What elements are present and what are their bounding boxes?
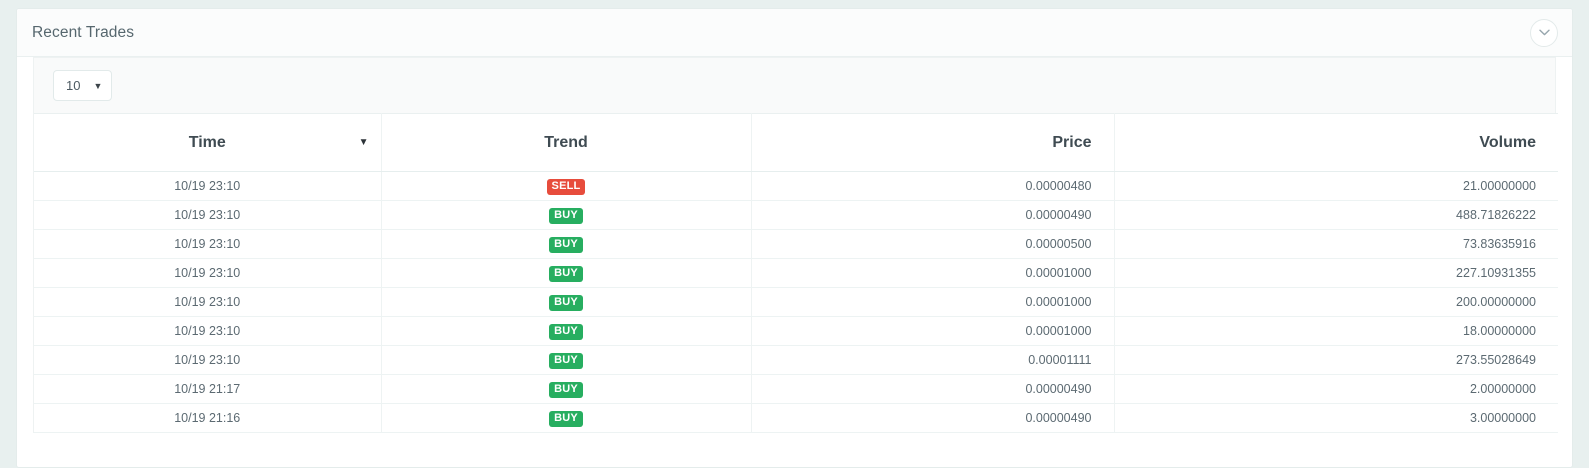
cell-price: 0.00001111 <box>751 345 1115 375</box>
table-row[interactable]: 10/19 23:10 BUY 0.00000490 488.71826222 <box>34 200 1558 230</box>
table-row[interactable]: 10/19 23:10 BUY 0.00001111 273.55028649 <box>34 345 1558 375</box>
cell-price: 0.00000480 <box>751 171 1115 201</box>
cell-trend: BUY <box>381 345 752 375</box>
column-header-volume[interactable]: Volume <box>1114 113 1558 172</box>
cell-trend: BUY <box>381 258 752 288</box>
cell-volume: 18.00000000 <box>1114 316 1558 346</box>
table-body: 10/19 23:10 SELL 0.00000480 21.00000000 10/1… <box>34 171 1558 433</box>
sort-descending-icon: ▼ <box>358 136 369 148</box>
status-badge: BUY <box>549 294 583 311</box>
trades-table-container: Time ▼ Trend Price Volume <box>33 113 1558 433</box>
chevron-down-icon: ▼ <box>93 81 103 91</box>
table-row[interactable]: 10/19 23:10 BUY 0.00001000 18.00000000 <box>34 316 1558 346</box>
cell-price: 0.00000500 <box>751 229 1115 259</box>
table-header: Time ▼ Trend Price Volume <box>34 113 1558 172</box>
cell-time: 10/19 21:16 <box>34 403 382 433</box>
recent-trades-panel: Recent Trades 10 ▼ Time ▼ <box>16 8 1573 468</box>
table-row[interactable]: 10/19 23:10 BUY 0.00001000 227.10931355 <box>34 258 1558 288</box>
status-badge: BUY <box>549 381 583 398</box>
column-header-time-label: Time <box>188 133 226 151</box>
panel-header: Recent Trades <box>17 9 1572 57</box>
cell-price: 0.00001000 <box>751 287 1115 317</box>
cell-time: 10/19 23:10 <box>34 287 382 317</box>
cell-price: 0.00000490 <box>751 200 1115 230</box>
cell-trend: BUY <box>381 403 752 433</box>
cell-volume: 3.00000000 <box>1114 403 1558 433</box>
cell-volume: 73.83635916 <box>1114 229 1558 259</box>
recent-trades-table: Time ▼ Trend Price Volume <box>34 113 1558 433</box>
table-toolbar: 10 ▼ <box>33 57 1556 113</box>
table-header-row: Time ▼ Trend Price Volume <box>34 113 1558 172</box>
collapse-panel-button[interactable] <box>1530 18 1558 47</box>
cell-trend: BUY <box>381 229 752 259</box>
panel-body: 10 ▼ Time ▼ Trend Price <box>17 57 1572 433</box>
column-header-trend-label: Trend <box>544 133 588 151</box>
table-row[interactable]: 10/19 23:10 BUY 0.00000500 73.83635916 <box>34 229 1558 259</box>
cell-trend: BUY <box>381 287 752 317</box>
cell-price: 0.00001000 <box>751 258 1115 288</box>
cell-time: 10/19 23:10 <box>34 316 382 346</box>
page-title: Recent Trades <box>32 23 135 41</box>
cell-trend: BUY <box>381 374 752 404</box>
cell-price: 0.00000490 <box>751 374 1115 404</box>
table-row[interactable]: 10/19 21:17 BUY 0.00000490 2.00000000 <box>34 374 1558 404</box>
column-header-time[interactable]: Time ▼ <box>34 113 382 172</box>
table-row[interactable]: 10/19 21:16 BUY 0.00000490 3.00000000 <box>34 403 1558 433</box>
status-badge: BUY <box>549 207 583 224</box>
status-badge: BUY <box>549 323 583 340</box>
page-length-select[interactable]: 10 ▼ <box>53 70 113 101</box>
cell-volume: 200.00000000 <box>1114 287 1558 317</box>
status-badge: BUY <box>549 352 583 369</box>
status-badge: BUY <box>549 410 583 427</box>
table-row[interactable]: 10/19 23:10 SELL 0.00000480 21.00000000 <box>34 171 1558 201</box>
page-length-value: 10 <box>66 78 81 93</box>
column-header-trend[interactable]: Trend <box>381 113 752 172</box>
cell-trend: BUY <box>381 316 752 346</box>
cell-price: 0.00000490 <box>751 403 1115 433</box>
cell-volume: 273.55028649 <box>1114 345 1558 375</box>
column-header-volume-label: Volume <box>1479 133 1536 151</box>
status-badge: BUY <box>549 265 583 282</box>
status-badge: SELL <box>546 178 586 195</box>
cell-time: 10/19 23:10 <box>34 171 382 201</box>
cell-trend: BUY <box>381 200 752 230</box>
cell-time: 10/19 23:10 <box>34 200 382 230</box>
status-badge: BUY <box>549 236 583 253</box>
cell-time: 10/19 23:10 <box>34 258 382 288</box>
table-row[interactable]: 10/19 23:10 BUY 0.00001000 200.00000000 <box>34 287 1558 317</box>
cell-time: 10/19 23:10 <box>34 345 382 375</box>
cell-volume: 21.00000000 <box>1114 171 1558 201</box>
column-header-price-label: Price <box>1052 133 1092 151</box>
cell-time: 10/19 21:17 <box>34 374 382 404</box>
cell-price: 0.00001000 <box>751 316 1115 346</box>
chevron-down-icon <box>1538 29 1550 36</box>
column-header-price[interactable]: Price <box>751 113 1115 172</box>
cell-time: 10/19 23:10 <box>34 229 382 259</box>
cell-volume: 2.00000000 <box>1114 374 1558 404</box>
cell-volume: 227.10931355 <box>1114 258 1558 288</box>
cell-trend: SELL <box>381 171 752 201</box>
cell-volume: 488.71826222 <box>1114 200 1558 230</box>
